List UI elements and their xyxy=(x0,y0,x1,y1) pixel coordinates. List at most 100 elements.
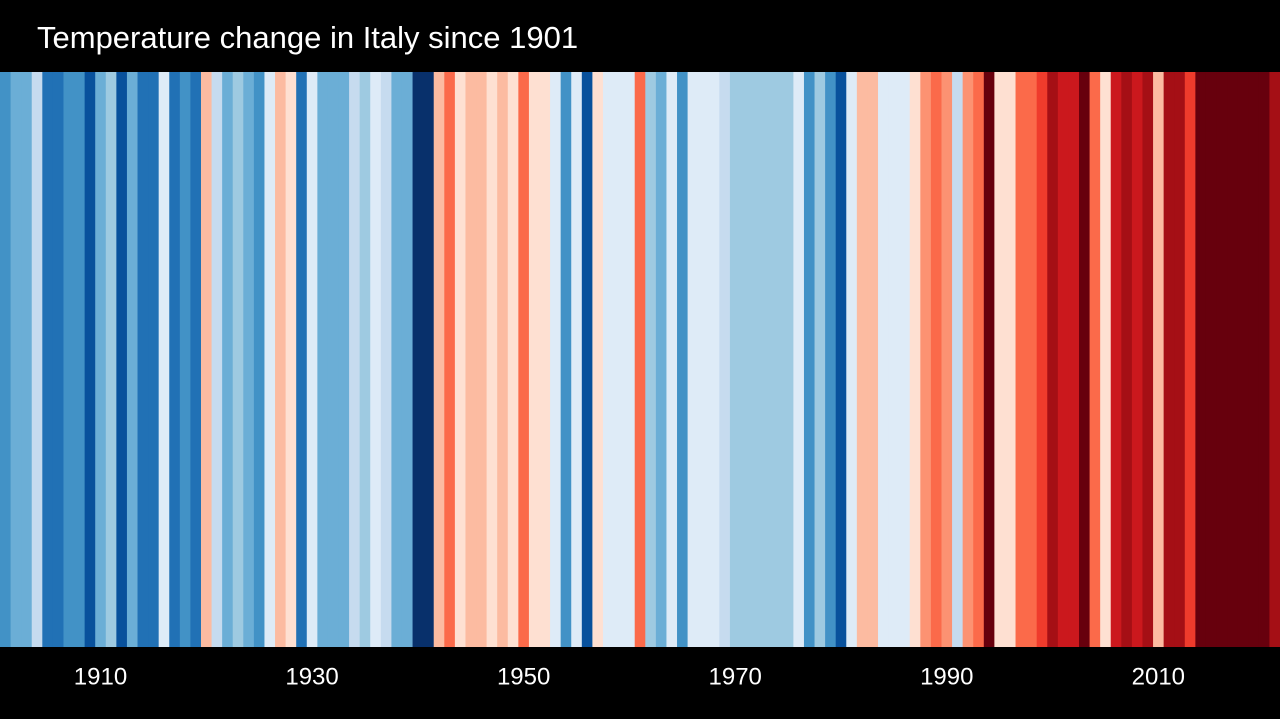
stripe xyxy=(550,72,562,647)
stripe xyxy=(941,72,953,647)
stripe xyxy=(423,72,435,647)
stripe xyxy=(1269,72,1280,647)
stripe xyxy=(878,72,890,647)
stripe xyxy=(1174,72,1186,647)
x-tick-label: 1970 xyxy=(709,663,762,690)
stripe xyxy=(655,72,667,647)
stripe xyxy=(243,72,255,647)
stripe xyxy=(95,72,107,647)
stripe xyxy=(317,72,329,647)
stripe xyxy=(677,72,689,647)
stripe xyxy=(803,72,816,647)
x-tick-label: 1910 xyxy=(74,663,127,690)
stripe xyxy=(930,72,942,647)
stripe xyxy=(200,72,213,647)
stripe xyxy=(772,72,784,647)
stripe xyxy=(592,72,604,647)
stripe xyxy=(624,72,636,647)
stripe xyxy=(1142,72,1154,647)
stripe xyxy=(740,72,752,647)
stripe xyxy=(666,72,678,647)
stripe xyxy=(264,72,276,647)
stripe xyxy=(1079,72,1091,647)
stripe xyxy=(507,72,519,647)
stripe xyxy=(888,72,900,647)
x-tick-label: 1950 xyxy=(497,663,550,690)
stripe xyxy=(0,72,12,647)
stripe xyxy=(349,72,361,647)
stripe xyxy=(63,72,75,647)
stripe xyxy=(433,72,445,647)
stripe xyxy=(306,72,318,647)
stripe xyxy=(602,72,615,647)
stripe xyxy=(444,72,456,647)
stripe xyxy=(232,72,244,647)
stripe xyxy=(412,72,424,647)
stripe xyxy=(729,72,741,647)
stripe xyxy=(253,72,265,647)
stripe xyxy=(42,72,54,647)
stripe xyxy=(835,72,847,647)
stripe xyxy=(190,72,202,647)
stripe xyxy=(1047,72,1059,647)
stripe xyxy=(560,72,572,647)
x-tick-label: 1990 xyxy=(920,663,973,690)
stripe xyxy=(846,72,858,647)
stripe xyxy=(296,72,308,647)
stripe xyxy=(1258,72,1270,647)
stripe xyxy=(1004,72,1017,647)
stripe xyxy=(1121,72,1133,647)
stripe xyxy=(370,72,382,647)
stripe xyxy=(1184,72,1196,647)
stripe xyxy=(222,72,234,647)
stripe xyxy=(1036,72,1048,647)
stripe xyxy=(1216,72,1228,647)
stripe xyxy=(571,72,583,647)
stripe xyxy=(380,72,392,647)
stripe xyxy=(687,72,699,647)
stripe xyxy=(814,72,826,647)
stripe xyxy=(285,72,297,647)
stripe xyxy=(1163,72,1175,647)
stripe xyxy=(148,72,160,647)
stripe xyxy=(1100,72,1112,647)
stripe xyxy=(581,72,593,647)
stripe xyxy=(169,72,181,647)
stripe xyxy=(476,72,488,647)
stripe xyxy=(634,72,646,647)
stripe xyxy=(497,72,509,647)
stripe xyxy=(359,72,371,647)
stripe xyxy=(761,72,773,647)
stripe xyxy=(465,72,477,647)
stripe xyxy=(137,72,149,647)
stripe xyxy=(1131,72,1143,647)
stripe xyxy=(1057,72,1069,647)
stripe xyxy=(327,72,340,647)
stripe xyxy=(1026,72,1038,647)
stripe xyxy=(391,72,403,647)
stripe xyxy=(1015,72,1027,647)
stripe xyxy=(909,72,921,647)
stripe xyxy=(275,72,287,647)
x-tick-label: 1930 xyxy=(285,663,338,690)
stripe xyxy=(983,72,995,647)
stripe xyxy=(1068,72,1080,647)
stripe xyxy=(116,72,128,647)
stripe xyxy=(867,72,879,647)
stripe xyxy=(1110,72,1122,647)
stripe xyxy=(401,72,414,647)
stripe xyxy=(1195,72,1207,647)
stripe xyxy=(52,72,64,647)
stripe xyxy=(825,72,837,647)
stripe xyxy=(856,72,868,647)
stripe xyxy=(613,72,625,647)
stripe xyxy=(528,72,541,647)
stripe xyxy=(105,72,117,647)
stripe xyxy=(994,72,1006,647)
stripe xyxy=(211,72,223,647)
stripe xyxy=(698,72,710,647)
stripe xyxy=(782,72,794,647)
stripe xyxy=(920,72,932,647)
stripe xyxy=(899,72,911,647)
